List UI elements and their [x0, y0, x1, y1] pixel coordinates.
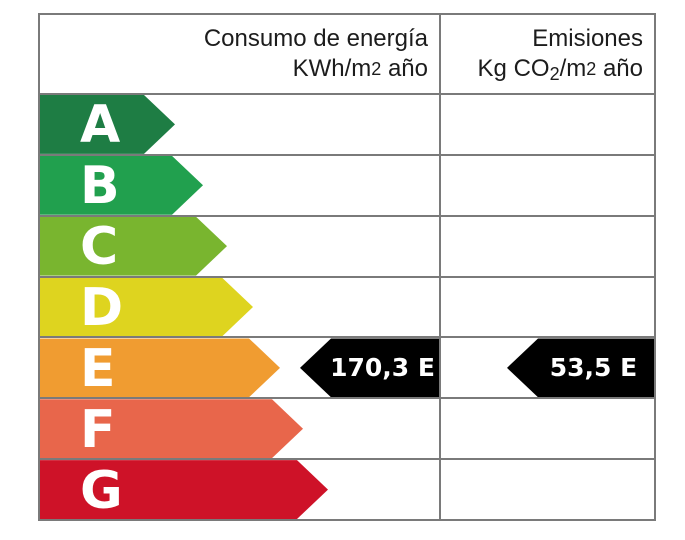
grade-a-label: A: [80, 95, 121, 156]
consumption-cell-d: D: [40, 277, 441, 337]
consumption-cell-b: B: [40, 155, 441, 215]
rating-row-c: C: [40, 216, 654, 278]
squared-exponent: 2: [371, 59, 382, 79]
consumption-value-arrow: 170,3 E: [300, 338, 439, 398]
grade-b-label: B: [80, 156, 120, 217]
squared-exponent: 2: [586, 59, 597, 79]
emissions-cell-c: [441, 217, 654, 276]
consumption-cell-c: C: [40, 216, 441, 276]
grade-d-label: D: [80, 278, 124, 338]
rating-table: Consumo de energía KWh/m2 año Emisiones …: [38, 13, 656, 521]
emissions-cell-a: [441, 95, 654, 154]
consumption-cell-g: G: [40, 460, 441, 520]
emissions-value: 53,5 E: [549, 353, 638, 383]
rating-row-g: G: [40, 460, 654, 520]
emissions-cell-b: [441, 156, 654, 215]
emissions-cell-d: [441, 278, 654, 337]
consumption-cell-a: A: [40, 95, 441, 154]
grade-g-label: G: [80, 460, 123, 521]
emissions-cell-f: [441, 399, 654, 458]
co2-subscript: 2: [549, 64, 560, 84]
grade-f-arrow: F: [40, 399, 303, 458]
emissions-unit: Kg CO2/m2 año: [477, 55, 643, 84]
grade-e-label: E: [80, 338, 116, 399]
rating-row-a: A: [40, 95, 654, 156]
grade-b-arrow: B: [40, 156, 203, 215]
emissions-cell-g: [441, 460, 654, 519]
rating-row-f: F: [40, 399, 654, 461]
consumption-cell-f: F: [40, 399, 441, 459]
consumption-title: Consumo de energía: [203, 25, 428, 52]
emissions-cell-e: 53,5 E: [441, 338, 654, 398]
rating-row-b: B: [40, 155, 654, 217]
emissions-title: Emisiones: [532, 25, 643, 52]
grade-c-arrow: C: [40, 217, 227, 276]
grade-a-arrow: A: [40, 95, 175, 154]
grade-e-arrow: E: [40, 338, 280, 397]
grade-f-label: F: [80, 399, 116, 460]
rating-row-e: E 170,3 E 53,5 E: [40, 338, 654, 400]
emissions-header: Emisiones Kg CO2/m2 año: [441, 15, 654, 93]
emissions-value-arrow: 53,5 E: [507, 338, 654, 398]
consumption-unit: KWh/m2 año: [292, 55, 428, 82]
rating-row-d: D: [40, 277, 654, 339]
consumption-cell-e: E 170,3 E: [40, 338, 441, 398]
table-header-row: Consumo de energía KWh/m2 año Emisiones …: [40, 15, 654, 95]
grade-g-arrow: G: [40, 460, 328, 519]
grade-c-label: C: [80, 217, 119, 278]
grade-d-arrow: D: [40, 278, 253, 337]
consumption-value: 170,3 E: [330, 353, 435, 383]
consumption-header: Consumo de energía KWh/m2 año: [40, 15, 441, 93]
